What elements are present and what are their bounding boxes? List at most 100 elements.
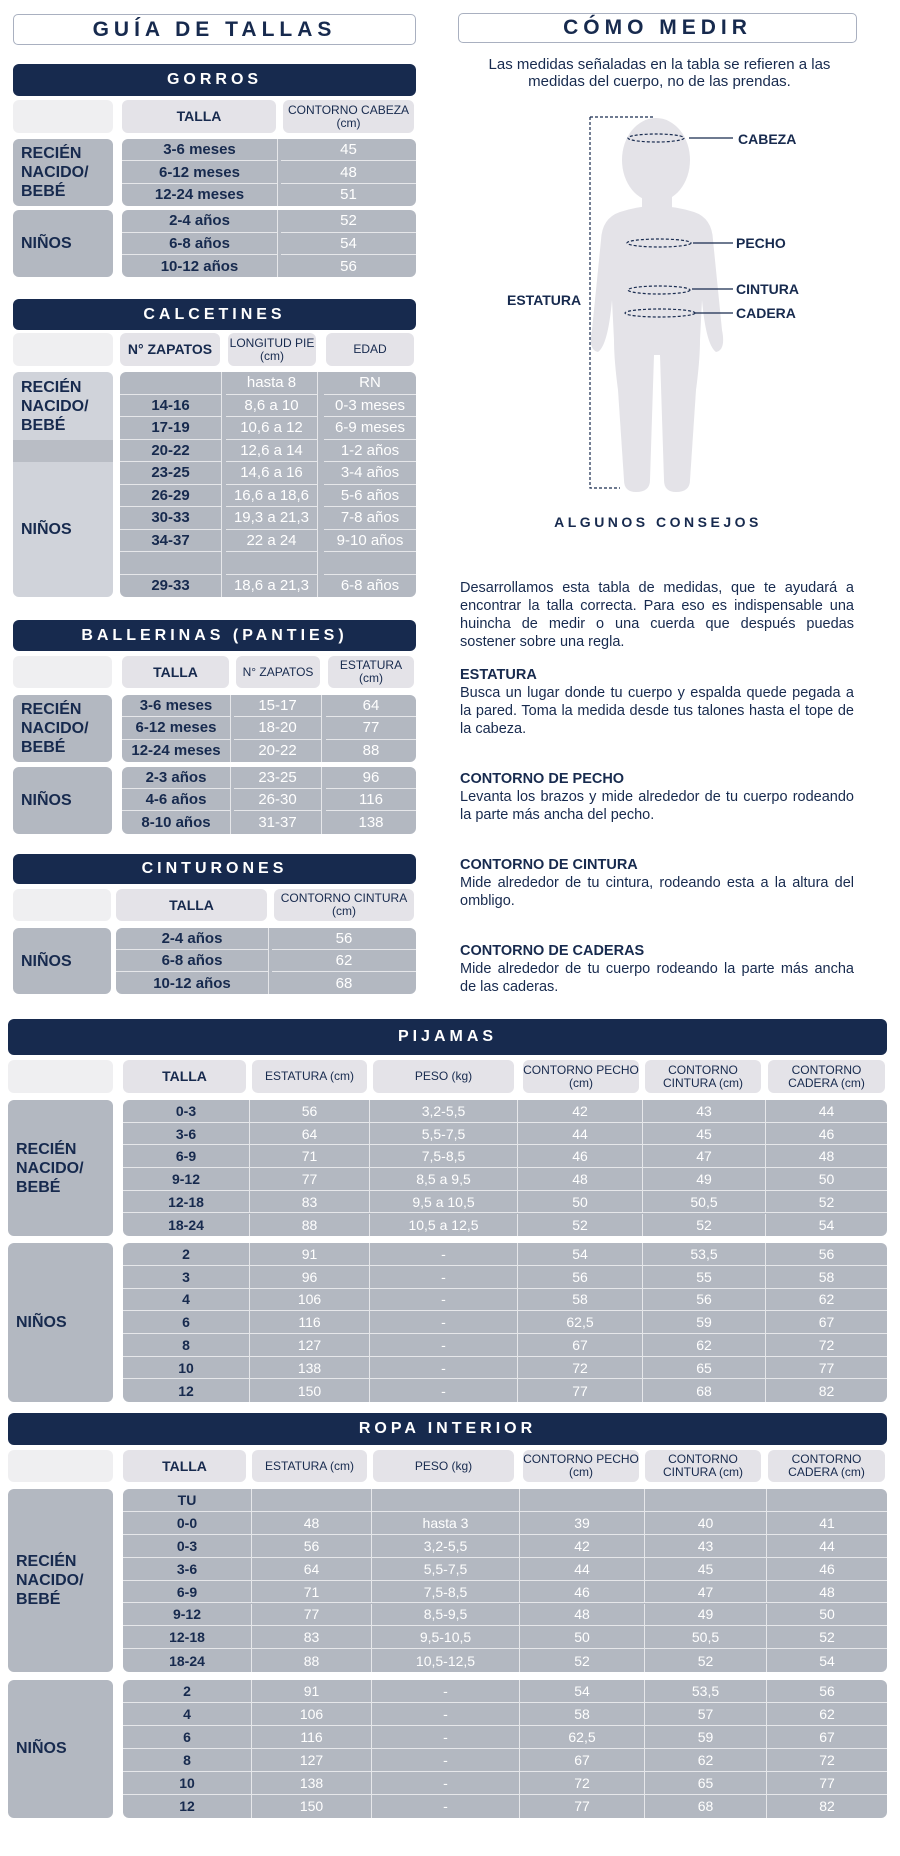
value-cell: RN bbox=[324, 372, 416, 395]
value-cell: 19,3 a 21,3 bbox=[226, 507, 318, 530]
value-cell: 5,5-7,5 bbox=[372, 1557, 520, 1581]
column-header: PESO (kg) bbox=[373, 1060, 514, 1093]
column-header: TALLA bbox=[116, 889, 267, 921]
value-cell: 54 bbox=[818, 1216, 835, 1233]
value-cell: 42 bbox=[520, 1534, 645, 1558]
value-cell: - bbox=[372, 1703, 520, 1726]
value-cell: 62 bbox=[645, 1748, 767, 1772]
value-cell: 50 bbox=[520, 1626, 645, 1650]
value-cell: 82 bbox=[819, 1798, 835, 1815]
value-cell: - bbox=[370, 1288, 518, 1312]
size-cell: 6 bbox=[123, 1311, 250, 1334]
value-cell: 62 bbox=[767, 1703, 887, 1726]
tip-heading: ESTATURA bbox=[460, 667, 537, 683]
value-cell: 52 bbox=[645, 1649, 767, 1673]
column-header: CONTORNO CADERA (cm) bbox=[768, 1450, 885, 1482]
value-cell: 53,5 bbox=[645, 1680, 767, 1704]
column-header: LONGITUD PIE (cm) bbox=[228, 333, 316, 366]
tip-text: Mide alrededor de tu cintura, rodeando e… bbox=[460, 875, 854, 909]
value-cell: - bbox=[370, 1333, 518, 1357]
value-cell: 46 bbox=[520, 1580, 645, 1604]
tip-estatura: ESTATURA Busca un lugar donde tu cuerpo … bbox=[460, 666, 854, 738]
value-cell: 59 bbox=[643, 1311, 766, 1334]
tip-heading: CONTORNO DE PECHO bbox=[460, 771, 625, 787]
size-cell: 12-24 meses bbox=[122, 183, 278, 207]
value-cell: 77 bbox=[767, 1772, 887, 1795]
value-cell: 116 bbox=[250, 1311, 370, 1334]
column-header: PESO (kg) bbox=[373, 1450, 514, 1482]
value-cell: 44 bbox=[766, 1100, 887, 1123]
size-cell: 6-9 bbox=[123, 1580, 252, 1604]
calcetines-title: CALCETINES bbox=[13, 299, 416, 330]
value-cell: 77 bbox=[766, 1357, 887, 1380]
size-cell: 17-19 bbox=[120, 417, 222, 440]
size-cell: 8 bbox=[123, 1748, 252, 1772]
value-cell: 106 bbox=[252, 1703, 372, 1726]
value-cell: 44 bbox=[767, 1535, 887, 1558]
value-cell: 58 bbox=[518, 1288, 643, 1312]
column-header: TALLA bbox=[123, 1060, 246, 1093]
column-header: CONTORNO CADERA (cm) bbox=[768, 1060, 885, 1093]
value-cell: 6-9 meses bbox=[324, 417, 416, 440]
value-cell: 88 bbox=[362, 742, 380, 760]
value-cell: 83 bbox=[250, 1190, 370, 1214]
waist-ellipse bbox=[627, 285, 691, 295]
value-cell: 52 bbox=[766, 1191, 887, 1214]
value-cell: 31-37 bbox=[234, 811, 322, 834]
group-0-rows: 3-6 meses 45 6-12 meses 48 12-24 meses 51 bbox=[122, 139, 416, 207]
value-cell: 10,5-12,5 bbox=[372, 1649, 520, 1673]
value-cell: 44 bbox=[518, 1122, 643, 1146]
value-cell: 50,5 bbox=[645, 1626, 767, 1650]
size-cell: 3-6 meses bbox=[122, 139, 278, 162]
ropa_interior-title: ROPA INTERIOR bbox=[8, 1413, 887, 1445]
size-cell: 2 bbox=[123, 1243, 250, 1266]
column-header: ESTATURA (cm) bbox=[328, 656, 414, 688]
value-cell: 54 bbox=[819, 1652, 835, 1669]
label-cadera: CADERA bbox=[736, 305, 796, 321]
value-cell: 62 bbox=[272, 950, 416, 973]
value-cell: 48 bbox=[766, 1145, 887, 1169]
value-cell: 52 bbox=[767, 1626, 887, 1650]
value-cell: 56 bbox=[643, 1288, 766, 1312]
value-cell: 58 bbox=[766, 1266, 887, 1289]
value-cell: 72 bbox=[520, 1771, 645, 1795]
value-cell: 46 bbox=[518, 1145, 643, 1169]
column-header: ESTATURA (cm) bbox=[252, 1060, 367, 1093]
value-cell: 50,5 bbox=[643, 1190, 766, 1214]
calcetines-header-blank bbox=[13, 333, 113, 366]
value-cell: 62,5 bbox=[518, 1311, 643, 1334]
group-label: NIÑOS bbox=[8, 1243, 113, 1403]
value-cell: 67 bbox=[766, 1311, 887, 1334]
tip-heading: CONTORNO DE CINTURA bbox=[460, 857, 638, 873]
group-label: NIÑOS bbox=[13, 928, 111, 995]
value-cell: 53,5 bbox=[643, 1243, 766, 1266]
size-cell: 3-6 bbox=[123, 1557, 252, 1581]
value-cell: 54 bbox=[520, 1680, 645, 1704]
value-cell: 3-4 años bbox=[324, 462, 416, 485]
label-estatura: ESTATURA bbox=[507, 292, 582, 308]
column-header: N° ZAPATOS bbox=[236, 656, 320, 688]
value-cell: 72 bbox=[767, 1749, 887, 1772]
value-cell: - bbox=[372, 1680, 520, 1704]
value-cell bbox=[252, 1489, 372, 1512]
value-cell: 7-8 años bbox=[324, 507, 416, 530]
value-cell bbox=[520, 1489, 645, 1512]
size-cell: 6-12 meses bbox=[122, 717, 231, 740]
value-cell: 72 bbox=[518, 1356, 643, 1380]
value-cell: 77 bbox=[250, 1168, 370, 1191]
value-cell: 64 bbox=[326, 695, 416, 718]
size-cell: 3 bbox=[123, 1265, 250, 1289]
value-cell: 0-3 meses bbox=[324, 395, 416, 417]
size-cell: 6-8 años bbox=[116, 950, 269, 973]
size-cell bbox=[120, 372, 222, 395]
value-cell: 56 bbox=[272, 928, 416, 951]
value-cell: 7,5-8,5 bbox=[372, 1580, 520, 1604]
size-cell: 8 bbox=[123, 1333, 250, 1357]
value-cell bbox=[324, 552, 416, 575]
value-cell: 56 bbox=[252, 1534, 372, 1558]
value-cell: 56 bbox=[250, 1100, 370, 1123]
value-cell: 45 bbox=[645, 1557, 767, 1581]
size-cell: 6 bbox=[123, 1725, 252, 1749]
size-cell: 2-4 años bbox=[116, 928, 269, 951]
column-header: EDAD bbox=[326, 333, 414, 366]
